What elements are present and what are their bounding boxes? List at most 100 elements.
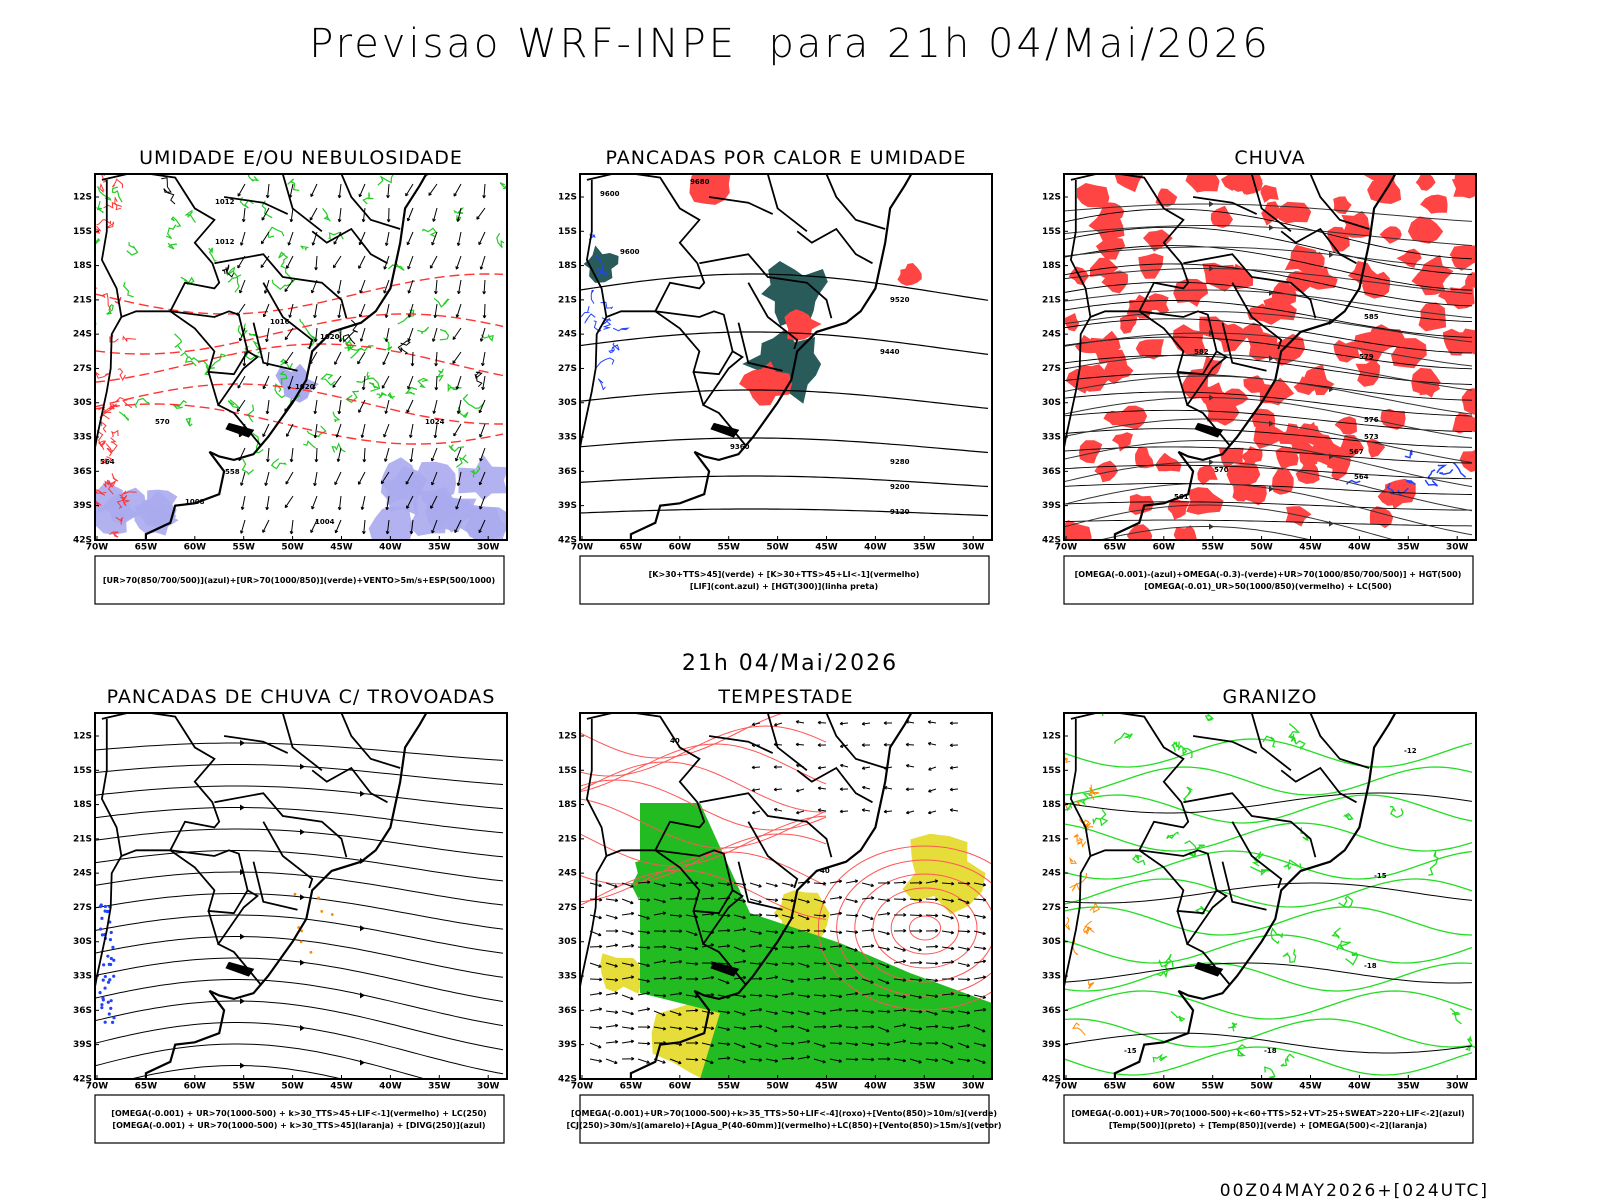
lon-label: 40W	[379, 1082, 402, 1092]
contour	[462, 393, 484, 409]
wind-vector	[905, 764, 915, 768]
legend-text: [LIF](cont.azul) + [HGT(300)](linha pret…	[690, 582, 878, 591]
wind-vector	[409, 423, 414, 439]
shade	[1415, 174, 1436, 191]
wind-vector	[909, 913, 923, 918]
wind-vector	[773, 722, 783, 727]
contour	[167, 242, 178, 250]
wind-vector	[973, 1026, 986, 1033]
wind-vector	[236, 399, 246, 413]
divergence-dot	[109, 1006, 113, 1011]
wind-vector	[765, 898, 779, 902]
wind-vector	[829, 911, 843, 916]
lat-label: 18S	[1042, 800, 1061, 810]
wind-vector	[973, 914, 987, 919]
pressure-contour	[908, 915, 942, 941]
legend-box: [OMEGA(-0.001) + UR>70(1000-500) + k>30_…	[94, 1094, 505, 1144]
contour	[106, 221, 115, 229]
wind-vector	[749, 943, 763, 948]
wind-vector	[589, 1042, 602, 1049]
contour	[271, 279, 292, 290]
wind-vector	[829, 1041, 843, 1046]
lat-label: 39S	[73, 501, 92, 511]
contour	[1087, 981, 1095, 989]
contour	[1262, 735, 1276, 748]
shade	[897, 263, 922, 286]
contour	[126, 242, 139, 256]
wind-vector	[430, 447, 438, 462]
shade	[1379, 226, 1402, 244]
contour	[328, 231, 344, 240]
arrow-head	[1269, 290, 1274, 296]
wind-vector	[861, 808, 871, 812]
contour	[306, 425, 327, 438]
streamline	[95, 807, 504, 834]
wind-vector	[925, 1024, 939, 1029]
wind-vector	[407, 255, 414, 270]
temp500-contour	[1064, 1032, 1473, 1054]
wind-vector	[384, 327, 390, 343]
height-contour	[1064, 318, 1473, 354]
contour	[1177, 744, 1193, 759]
contour	[356, 371, 370, 384]
wind-vector	[456, 399, 462, 415]
shade	[1185, 174, 1220, 193]
wind-vector	[765, 994, 779, 999]
wind-vector	[430, 495, 438, 509]
shade	[1155, 452, 1182, 472]
wind-vector	[839, 787, 849, 792]
lat-label: 36S	[558, 1006, 577, 1016]
contour	[362, 192, 374, 205]
border	[101, 174, 261, 446]
lat-label: 33S	[73, 433, 92, 443]
contour-label: -18	[1364, 962, 1377, 970]
divergence-dot	[109, 930, 113, 935]
wind-vector	[362, 519, 366, 535]
border	[585, 179, 656, 319]
lat-label: 33S	[73, 972, 92, 982]
temp500-contour	[1064, 962, 1473, 984]
lon-label: 30W	[962, 543, 985, 553]
map-area: 585 582 579 576 573 570 567 564 561	[1064, 174, 1476, 540]
wind-vector	[781, 1024, 795, 1029]
wind-vector	[605, 991, 619, 996]
wind-vector	[877, 1009, 891, 1014]
wind-vector	[733, 959, 747, 964]
border	[100, 718, 171, 858]
wind-vector	[669, 959, 683, 964]
contour	[377, 174, 394, 186]
contour	[174, 333, 183, 351]
wind-vector	[941, 898, 955, 903]
lat-label: 27S	[73, 903, 92, 913]
orange-dot	[293, 892, 297, 896]
temp850-contour	[1064, 934, 1473, 964]
thickness-contour	[95, 313, 504, 355]
wind-vector	[817, 743, 827, 747]
contour	[1085, 926, 1095, 935]
arrow-head	[360, 1059, 365, 1066]
wind-vector	[605, 1023, 619, 1028]
wind-vector	[685, 1008, 699, 1013]
height-contour	[1064, 409, 1473, 433]
lat-label: 42S	[558, 1074, 577, 1084]
wind-vector	[455, 375, 462, 390]
wind-vector	[941, 992, 955, 996]
contour	[600, 301, 614, 310]
lat-label: 18S	[73, 800, 92, 810]
legend-frame	[579, 1094, 990, 1144]
wind-vector	[957, 946, 971, 951]
shade	[1465, 272, 1476, 289]
wind-vector	[431, 231, 438, 246]
wind-vector	[359, 327, 366, 342]
wind-vector	[685, 961, 699, 966]
wind-vector	[332, 255, 342, 269]
contour	[1283, 859, 1302, 871]
lon-label: 45W	[330, 1082, 353, 1092]
divergence-dot	[98, 904, 102, 909]
wind-vector	[905, 810, 915, 815]
lon-label: 55W	[1201, 1082, 1224, 1092]
wind-vector	[238, 327, 246, 342]
wind-vector	[589, 1058, 603, 1063]
contour	[1406, 479, 1416, 485]
contour	[366, 374, 381, 392]
